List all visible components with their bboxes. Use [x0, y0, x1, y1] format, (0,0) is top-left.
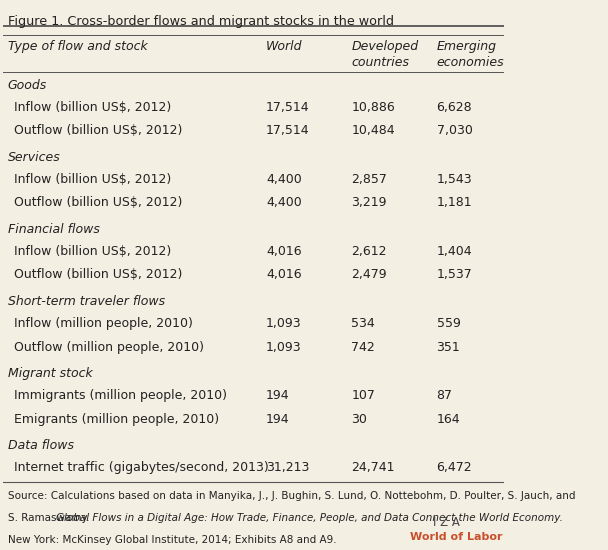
- Text: Global Flows in a Digital Age: How Trade, Finance, People, and Data Connect the : Global Flows in a Digital Age: How Trade…: [56, 513, 563, 523]
- Text: 4,400: 4,400: [266, 196, 302, 210]
- Text: Goods: Goods: [8, 79, 47, 92]
- Text: 1,537: 1,537: [437, 268, 472, 282]
- Text: 164: 164: [437, 412, 460, 426]
- Text: 194: 194: [266, 412, 289, 426]
- Text: Inflow (billion US$, 2012): Inflow (billion US$, 2012): [14, 173, 171, 186]
- Text: 3,219: 3,219: [351, 196, 387, 210]
- Text: New York: McKinsey Global Institute, 2014; Exhibits A8 and A9.: New York: McKinsey Global Institute, 201…: [8, 535, 336, 544]
- Text: Emigrants (million people, 2010): Emigrants (million people, 2010): [14, 412, 219, 426]
- Text: 534: 534: [351, 317, 375, 330]
- Text: 1,093: 1,093: [266, 340, 302, 354]
- Text: 10,886: 10,886: [351, 101, 395, 114]
- Text: Figure 1. Cross-border flows and migrant stocks in the world: Figure 1. Cross-border flows and migrant…: [8, 15, 394, 28]
- Text: 2,857: 2,857: [351, 173, 387, 186]
- Text: Short-term traveler flows: Short-term traveler flows: [8, 295, 165, 308]
- Text: 7,030: 7,030: [437, 124, 472, 138]
- Text: 1,543: 1,543: [437, 173, 472, 186]
- Text: 2,612: 2,612: [351, 245, 387, 258]
- Text: 194: 194: [266, 389, 289, 402]
- Text: 4,016: 4,016: [266, 245, 302, 258]
- Text: 107: 107: [351, 389, 375, 402]
- Text: Outflow (billion US$, 2012): Outflow (billion US$, 2012): [14, 268, 182, 282]
- Text: 6,472: 6,472: [437, 461, 472, 474]
- Text: Outflow (billion US$, 2012): Outflow (billion US$, 2012): [14, 124, 182, 138]
- Text: Emerging
economies: Emerging economies: [437, 40, 504, 69]
- Text: Outflow (billion US$, 2012): Outflow (billion US$, 2012): [14, 196, 182, 210]
- Text: 24,741: 24,741: [351, 461, 395, 474]
- Text: Inflow (million people, 2010): Inflow (million people, 2010): [14, 317, 193, 330]
- Text: 742: 742: [351, 340, 375, 354]
- Text: 17,514: 17,514: [266, 101, 309, 114]
- Text: Inflow (billion US$, 2012): Inflow (billion US$, 2012): [14, 245, 171, 258]
- Text: World: World: [266, 40, 303, 53]
- Text: 30: 30: [351, 412, 367, 426]
- Text: I Z A: I Z A: [433, 516, 460, 529]
- Text: 17,514: 17,514: [266, 124, 309, 138]
- Text: Services: Services: [8, 151, 61, 164]
- Text: 10,484: 10,484: [351, 124, 395, 138]
- Text: Source: Calculations based on data in Manyika, J., J. Bughin, S. Lund, O. Notteb: Source: Calculations based on data in Ma…: [8, 491, 575, 501]
- Text: World of Labor: World of Labor: [410, 532, 502, 542]
- Text: 31,213: 31,213: [266, 461, 309, 474]
- Text: 87: 87: [437, 389, 452, 402]
- Text: 1,181: 1,181: [437, 196, 472, 210]
- Text: Developed
countries: Developed countries: [351, 40, 418, 69]
- Text: 1,404: 1,404: [437, 245, 472, 258]
- Text: 4,400: 4,400: [266, 173, 302, 186]
- Text: 4,016: 4,016: [266, 268, 302, 282]
- Text: 2,479: 2,479: [351, 268, 387, 282]
- Text: Internet traffic (gigabytes/second, 2013): Internet traffic (gigabytes/second, 2013…: [14, 461, 269, 474]
- Text: 1,093: 1,093: [266, 317, 302, 330]
- Text: Outflow (million people, 2010): Outflow (million people, 2010): [14, 340, 204, 354]
- Text: 351: 351: [437, 340, 460, 354]
- Text: Migrant stock: Migrant stock: [8, 367, 92, 380]
- Text: S. Ramaswamy.: S. Ramaswamy.: [8, 513, 92, 523]
- Text: 6,628: 6,628: [437, 101, 472, 114]
- Text: Financial flows: Financial flows: [8, 223, 100, 236]
- Text: 559: 559: [437, 317, 460, 330]
- Text: Data flows: Data flows: [8, 439, 74, 452]
- Text: Inflow (billion US$, 2012): Inflow (billion US$, 2012): [14, 101, 171, 114]
- Text: Type of flow and stock: Type of flow and stock: [8, 40, 148, 53]
- Text: Immigrants (million people, 2010): Immigrants (million people, 2010): [14, 389, 227, 402]
